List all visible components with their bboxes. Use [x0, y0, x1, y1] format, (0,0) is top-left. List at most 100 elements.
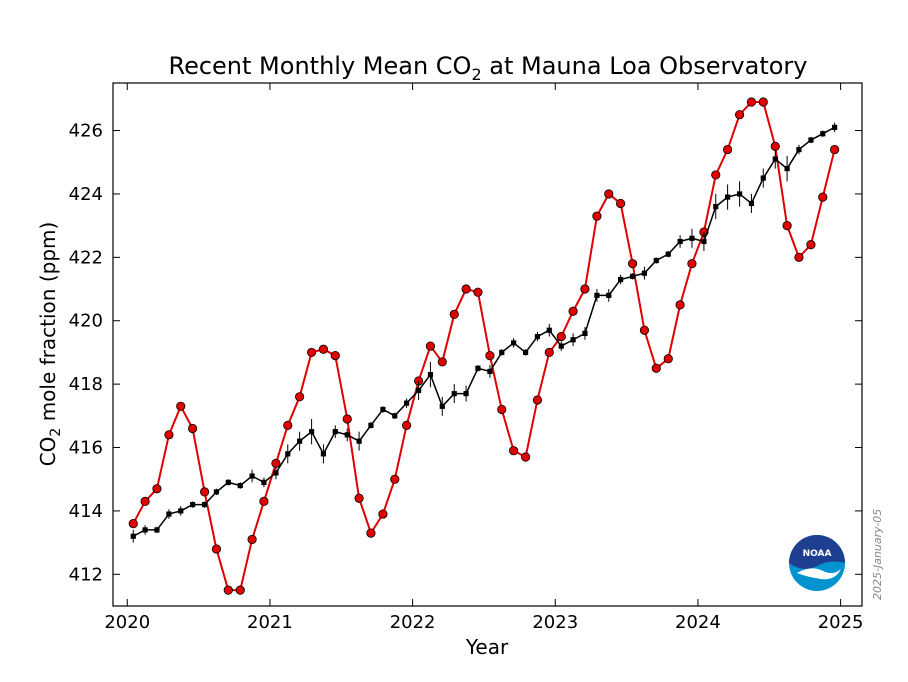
data-point — [140, 496, 150, 506]
data-point — [425, 341, 436, 351]
data-point — [689, 235, 695, 241]
data-point — [522, 349, 529, 356]
data-point — [734, 110, 745, 120]
data-point — [616, 198, 626, 209]
x-tick-label: 2020 — [104, 612, 150, 633]
y-tick-label: 420 — [69, 311, 103, 332]
data-point — [237, 482, 243, 489]
data-point — [404, 400, 410, 406]
data-point — [487, 368, 493, 375]
data-point — [473, 287, 483, 297]
data-point — [128, 518, 138, 529]
data-point — [794, 252, 804, 262]
data-point — [606, 292, 612, 298]
noaa-logo: NOAA — [789, 535, 845, 591]
data-point — [130, 533, 136, 539]
data-point — [249, 473, 255, 479]
data-point — [641, 270, 648, 276]
data-point — [830, 144, 840, 155]
data-point — [594, 292, 600, 298]
data-point — [770, 141, 780, 151]
x-tick-label: 2022 — [390, 612, 436, 633]
data-point — [627, 259, 638, 269]
data-point — [449, 309, 459, 319]
series-line — [132, 126, 835, 537]
data-point — [604, 189, 614, 199]
data-point — [354, 493, 364, 503]
data-point — [201, 501, 208, 508]
data-point — [390, 474, 400, 484]
data-point — [378, 509, 388, 519]
y-axis: 412 414 416 418 420 422 424 426 — [69, 121, 862, 585]
data-point — [463, 391, 469, 397]
plot-frame — [112, 82, 863, 607]
data-point — [332, 429, 338, 435]
data-point — [808, 137, 814, 143]
series-line — [132, 101, 836, 592]
x-tick-label: 2021 — [247, 612, 293, 633]
data-point — [639, 325, 650, 335]
data-point — [653, 257, 659, 264]
data-point — [532, 395, 543, 405]
data-point — [713, 204, 719, 210]
data-point — [368, 422, 374, 428]
data-point — [213, 489, 220, 495]
y-tick-label: 412 — [69, 564, 103, 585]
data-point — [437, 357, 447, 367]
data-point — [746, 97, 757, 107]
y-tick-label: 424 — [69, 184, 103, 205]
data-point — [402, 420, 412, 430]
data-point — [725, 194, 731, 200]
data-point — [211, 544, 222, 554]
x-tick-label: 2023 — [532, 612, 578, 633]
data-point — [273, 470, 279, 476]
data-point — [415, 387, 422, 394]
data-point — [297, 438, 303, 444]
data-point — [247, 534, 257, 545]
data-point — [760, 175, 766, 181]
data-point — [164, 430, 174, 440]
data-point — [261, 479, 267, 485]
data-point — [534, 333, 541, 340]
data-point — [259, 496, 269, 506]
data-point — [142, 527, 148, 533]
data-point — [820, 131, 826, 137]
data-point — [592, 211, 602, 221]
data-point — [663, 354, 673, 364]
data-point — [629, 273, 636, 279]
data-point — [736, 191, 743, 197]
data-point — [723, 144, 733, 155]
data-point — [497, 404, 507, 415]
data-point — [748, 200, 755, 207]
data-point — [556, 331, 566, 342]
data-point — [295, 392, 305, 402]
data-point — [499, 349, 505, 356]
x-axis: 2020 2021 2022 2023 2024 2025 — [104, 83, 864, 633]
data-point — [651, 363, 661, 373]
data-point — [558, 343, 564, 349]
y-tick-label: 426 — [69, 121, 103, 142]
data-point — [330, 350, 340, 361]
data-point — [665, 251, 671, 257]
y-tick-label: 418 — [69, 374, 103, 395]
data-point — [782, 221, 792, 231]
data-point — [380, 406, 386, 413]
data-point — [511, 340, 517, 346]
data-point — [711, 170, 721, 180]
y-tick-label: 422 — [69, 247, 103, 268]
data-point — [344, 432, 350, 438]
x-tick-label: 2024 — [675, 612, 721, 633]
y-tick-label: 416 — [69, 438, 103, 459]
data-point — [818, 192, 828, 202]
data-point — [568, 306, 578, 316]
data-point — [356, 438, 362, 444]
data-point — [758, 97, 768, 107]
data-point — [176, 401, 186, 411]
data-point — [582, 330, 588, 337]
data-point — [675, 300, 685, 310]
data-point — [580, 284, 590, 294]
data-point — [439, 403, 445, 409]
data-point — [308, 429, 315, 435]
data-point — [306, 347, 317, 358]
